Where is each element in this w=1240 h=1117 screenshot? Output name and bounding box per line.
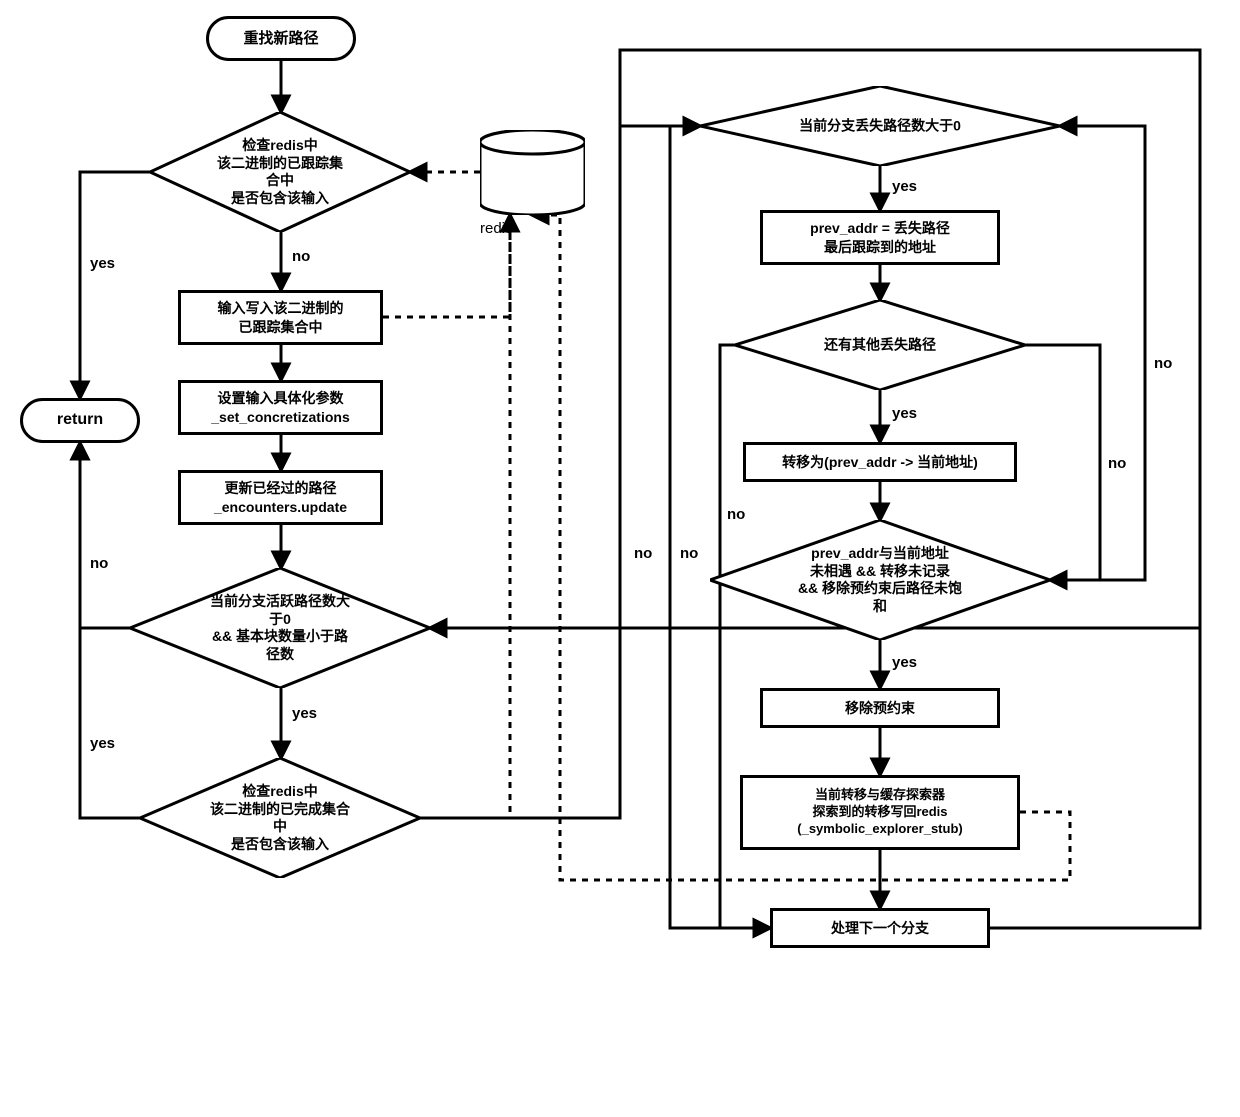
terminator-start: 重找新路径 — [206, 16, 356, 61]
decision-label-d5: 还有其他丢失路径 — [824, 336, 936, 354]
decision-d4: 当前分支丢失路径数大于0 — [700, 86, 1060, 166]
datastore-label-redis: redis — [480, 220, 585, 237]
terminator-ret: return — [20, 398, 140, 443]
decision-label-d6: prev_addr与当前地址 未相遇 && 转移未记录 && 移除预约束后路径未… — [795, 545, 965, 615]
edge-label-18: no — [727, 506, 745, 523]
process-p7: 当前转移与缓存探索器 探索到的转移写回redis (_symbolic_expl… — [740, 775, 1020, 850]
process-p5: 转移为(prev_addr -> 当前地址) — [743, 442, 1017, 482]
process-p8: 处理下一个分支 — [770, 908, 990, 948]
edge-label-12: yes — [892, 405, 917, 422]
process-p2: 设置输入具体化参数 _set_concretizations — [178, 380, 383, 435]
decision-d3: 检查redis中 该二进制的已完成集合中 是否包含该输入 — [140, 758, 420, 878]
decision-label-d1: 检查redis中 该二进制的已跟踪集合中 是否包含该输入 — [215, 137, 345, 207]
datastore-redis: redis — [480, 130, 585, 215]
edge-25 — [420, 215, 510, 818]
process-p6: 移除预约束 — [760, 688, 1000, 728]
edge-label-1: no — [292, 248, 310, 265]
edge-7 — [80, 443, 130, 628]
process-p1: 输入写入该二进制的 已跟踪集合中 — [178, 290, 383, 345]
decision-d2: 当前分支活跃路径数大于0 && 基本块数量小于路径数 — [130, 568, 430, 688]
decision-d5: 还有其他丢失路径 — [735, 300, 1025, 390]
process-p4: prev_addr = 丢失路径 最后跟踪到的地址 — [760, 210, 1000, 265]
edge-label-6: yes — [292, 705, 317, 722]
edge-label-17: no — [680, 545, 698, 562]
decision-label-d2: 当前分支活跃路径数大于0 && 基本块数量小于路径数 — [205, 593, 355, 663]
edge-label-20: no — [1154, 355, 1172, 372]
edge-20 — [1050, 126, 1145, 580]
decision-label-d3: 检查redis中 该二进制的已完成集合中 是否包含该输入 — [210, 783, 350, 853]
decision-d6: prev_addr与当前地址 未相遇 && 转移未记录 && 移除预约束后路径未… — [710, 520, 1050, 640]
edge-label-19: no — [1108, 455, 1126, 472]
decision-d1: 检查redis中 该二进制的已跟踪集合中 是否包含该输入 — [150, 112, 410, 232]
edge-label-9: no — [634, 545, 652, 562]
process-p3: 更新已经过的路径 _encounters.update — [178, 470, 383, 525]
edge-2 — [80, 172, 150, 398]
edge-label-2: yes — [90, 255, 115, 272]
edge-label-8: yes — [90, 735, 115, 752]
edge-label-7: no — [90, 555, 108, 572]
edge-label-14: yes — [892, 654, 917, 671]
edge-label-10: yes — [892, 178, 917, 195]
decision-label-d4: 当前分支丢失路径数大于0 — [799, 117, 961, 135]
